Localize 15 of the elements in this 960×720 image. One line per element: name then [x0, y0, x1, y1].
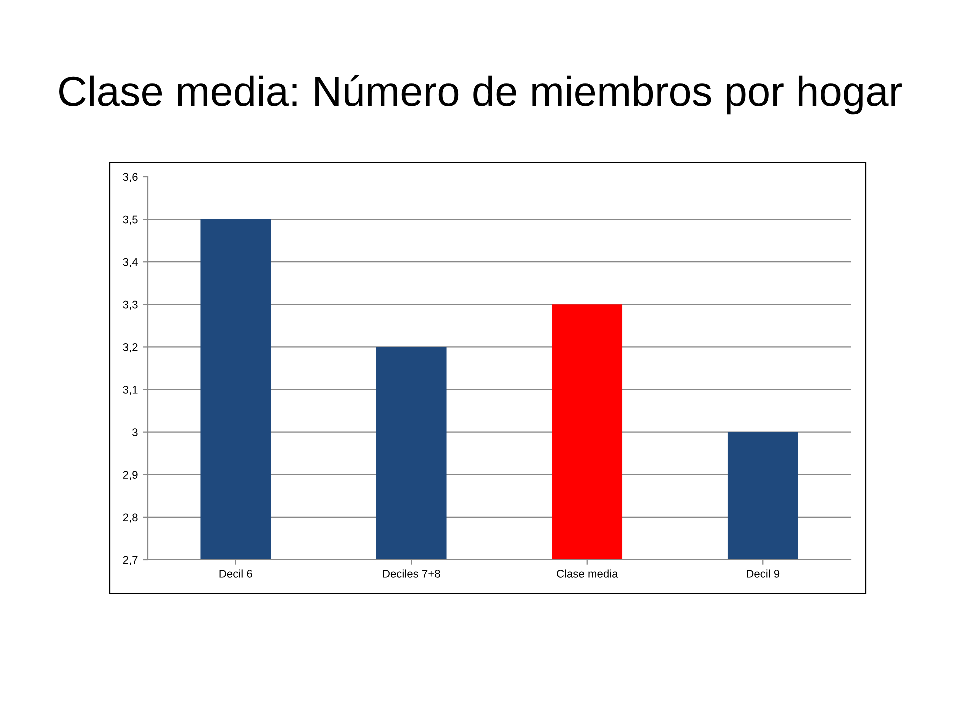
- y-tick-label: 2,9: [123, 471, 138, 480]
- y-tick-label: 3,1: [123, 386, 138, 396]
- y-tick-label: 3,6: [123, 173, 138, 182]
- x-tick-label: Decil 9: [747, 570, 780, 578]
- x-tick-label: Deciles 7+8: [383, 570, 440, 578]
- y-tick-label: 3: [132, 428, 138, 436]
- y-tick-label: 3,5: [123, 216, 138, 226]
- y-tick-label: 3,2: [123, 343, 138, 353]
- y-tick-label: 3,3: [123, 300, 138, 310]
- x-tick-label: Decil 6: [220, 570, 252, 578]
- x-tick-label: Clase media: [557, 570, 618, 578]
- y-tick-label: 2,7: [123, 556, 138, 566]
- chart-title: Clase media: Número de miembros por hogar: [60, 75, 902, 115]
- y-tick-label: 3,4: [123, 258, 138, 268]
- y-tick-label: 2,8: [123, 514, 138, 523]
